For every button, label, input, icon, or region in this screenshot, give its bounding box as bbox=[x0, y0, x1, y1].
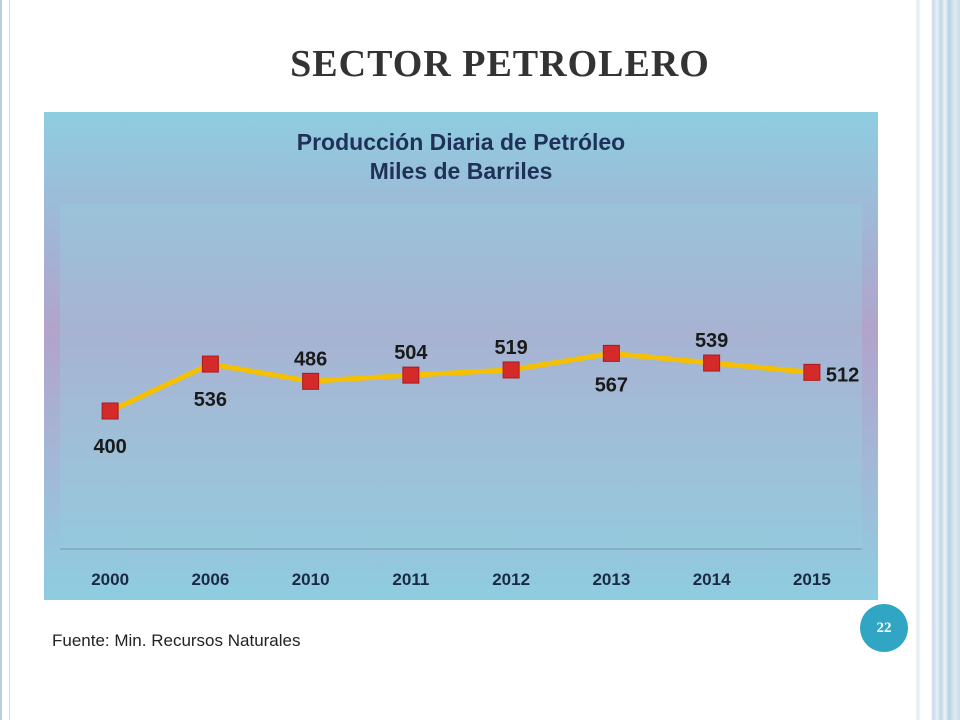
chart-title-block: Producción Diaria de Petróleo Miles de B… bbox=[44, 128, 878, 186]
data-point bbox=[402, 366, 420, 384]
x-tick-label: 2011 bbox=[392, 570, 429, 589]
right-decorative-stripes bbox=[915, 0, 960, 720]
data-label: 486 bbox=[294, 348, 327, 370]
data-point bbox=[803, 363, 821, 381]
slide-title: SECTOR PETROLERO bbox=[290, 43, 710, 85]
data-point bbox=[201, 355, 219, 373]
x-tick-label: 2010 bbox=[292, 570, 330, 589]
chart-subtitle: Miles de Barriles bbox=[369, 158, 553, 184]
left-frame-border bbox=[0, 0, 10, 720]
data-point bbox=[302, 372, 320, 390]
data-label: 567 bbox=[595, 374, 628, 396]
x-tick-label: 2015 bbox=[793, 570, 831, 589]
data-point bbox=[502, 361, 520, 379]
line-chart: 400 536 486 504 519 567 539 512 2000 2006 2010 2011… bbox=[60, 204, 862, 589]
chart-panel: Producción Diaria de Petróleo Miles de B… bbox=[44, 112, 878, 600]
data-label: 504 bbox=[394, 342, 428, 364]
data-label: 539 bbox=[695, 330, 728, 352]
x-tick-label: 2012 bbox=[492, 570, 530, 589]
chart-title: Producción Diaria de Petróleo bbox=[296, 129, 626, 155]
plot-area bbox=[60, 204, 862, 549]
data-point bbox=[101, 402, 119, 420]
data-label: 400 bbox=[93, 436, 126, 458]
data-point bbox=[703, 354, 721, 372]
x-tick-label: 2006 bbox=[191, 570, 229, 589]
x-tick-label: 2000 bbox=[91, 570, 129, 589]
data-label: 519 bbox=[494, 337, 527, 359]
series-line bbox=[109, 350, 813, 414]
source-note: Fuente: Min. Recursos Naturales bbox=[52, 631, 301, 650]
x-tick-label: 2013 bbox=[592, 570, 630, 589]
data-point bbox=[602, 344, 620, 362]
x-tick-label: 2014 bbox=[693, 570, 731, 589]
page-number-badge: 22 bbox=[860, 604, 908, 652]
data-label: 512 bbox=[826, 364, 859, 386]
data-label: 536 bbox=[194, 389, 227, 411]
